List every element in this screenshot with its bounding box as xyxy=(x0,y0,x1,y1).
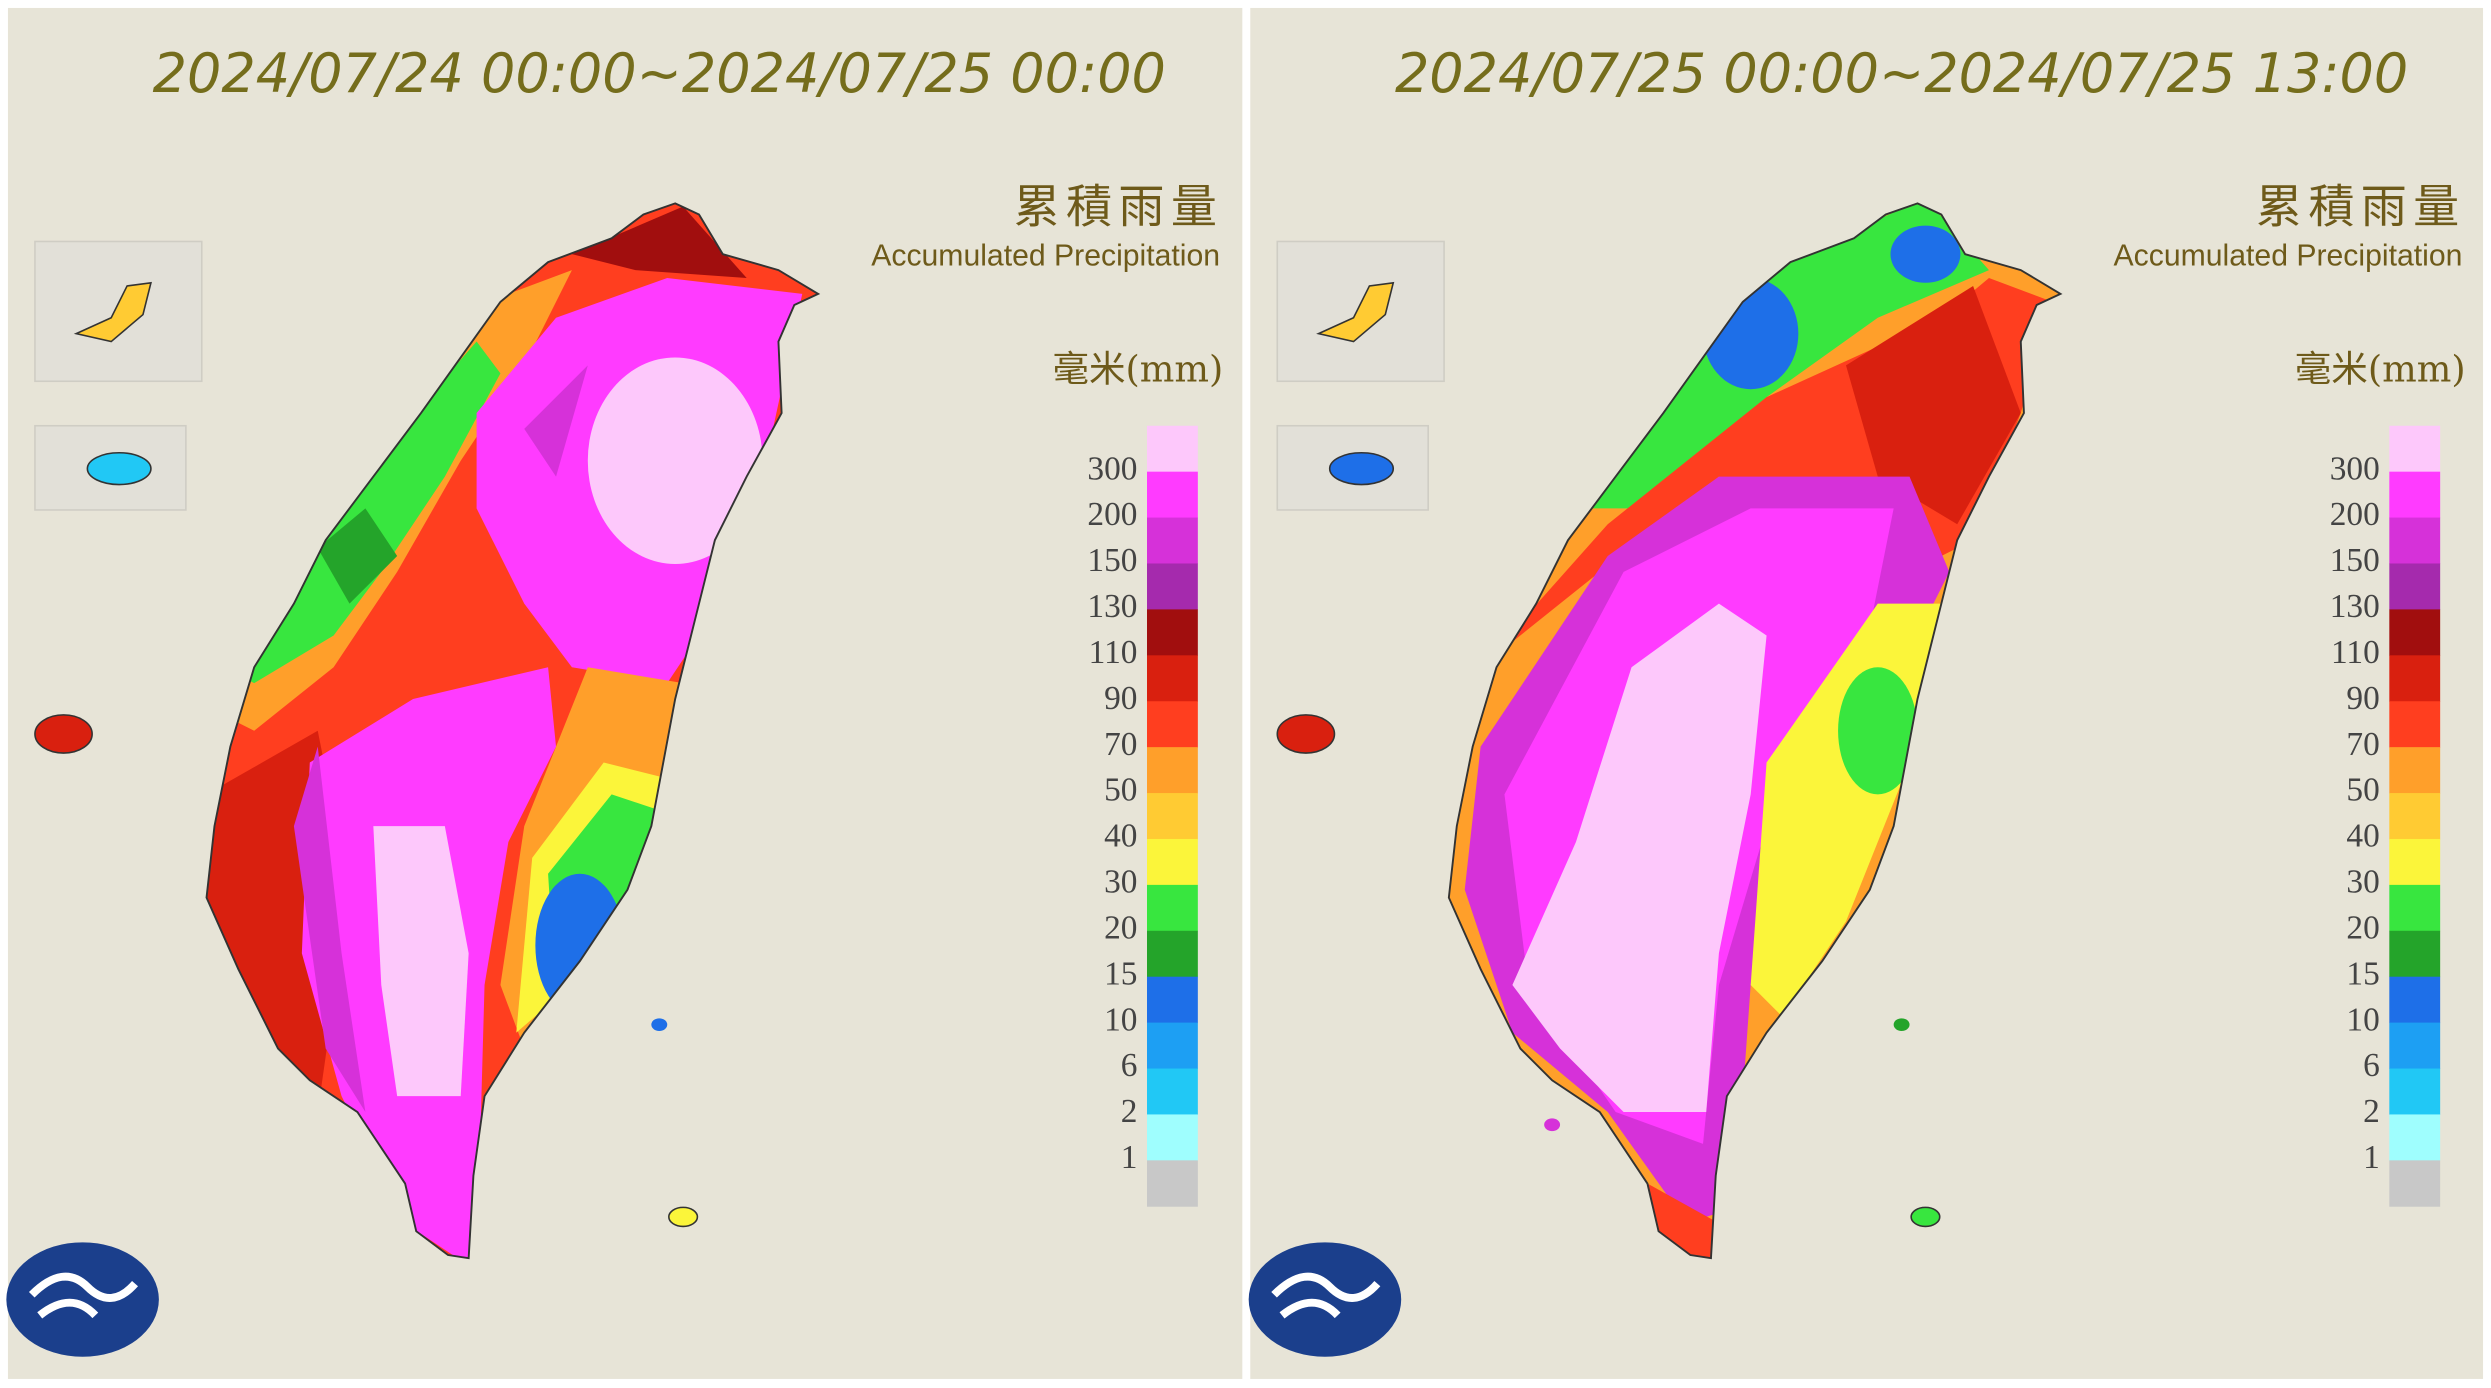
legend-swatch xyxy=(2389,884,2441,932)
legend-label: 300 xyxy=(1087,450,1137,487)
map-panel: 2024/07/24 00:00~2024/07/25 00:00 xyxy=(6,7,1243,1379)
legend-swatch xyxy=(2389,1022,2441,1069)
legend-label: 150 xyxy=(2330,542,2380,579)
legend-swatch xyxy=(1147,976,1198,1024)
legend-label: 2 xyxy=(1121,1093,1138,1130)
legend-swatch xyxy=(2389,471,2441,519)
legend-label: 200 xyxy=(2330,496,2380,533)
legend-swatch xyxy=(1147,655,1198,702)
legend-swatch xyxy=(1147,563,1198,610)
legend-swatch xyxy=(1147,1022,1198,1069)
legend-title-zh: 累積雨量 xyxy=(1014,179,1224,233)
legend-label: 110 xyxy=(1089,634,1138,671)
legend-label: 6 xyxy=(2363,1047,2380,1084)
legend-label: 15 xyxy=(1104,955,1137,992)
legend-swatch xyxy=(1147,884,1198,932)
legend-label: 2 xyxy=(2363,1093,2380,1130)
legend-label: 200 xyxy=(1087,496,1137,533)
legend-label: 10 xyxy=(1104,1001,1137,1038)
legend-label: 40 xyxy=(1104,818,1137,855)
legend-label: 130 xyxy=(1087,588,1137,625)
legend-swatch xyxy=(1147,793,1198,840)
legend-swatch xyxy=(2389,609,2441,656)
legend-label: 70 xyxy=(1104,726,1137,763)
legend-label: 20 xyxy=(2346,909,2379,946)
legend-unit: 毫米(mm) xyxy=(2295,347,2466,390)
legend-title-en: Accumulated Precipitation xyxy=(2114,239,2463,272)
legend-label: 110 xyxy=(2331,634,2380,671)
legend-swatch xyxy=(2389,747,2441,794)
legend-title-en: Accumulated Precipitation xyxy=(871,239,1220,272)
legend-label: 1 xyxy=(1121,1139,1138,1176)
legend-label: 30 xyxy=(2346,864,2379,901)
legend-label: 90 xyxy=(2346,680,2379,717)
legend-swatch xyxy=(2389,1068,2441,1115)
legend-swatch xyxy=(1147,517,1198,564)
legend-label: 1 xyxy=(2363,1139,2380,1176)
legend-swatch xyxy=(2389,563,2441,610)
legend-swatch xyxy=(1147,930,1198,978)
legend-unit: 毫米(mm) xyxy=(1052,347,1223,390)
legend-label: 70 xyxy=(2346,726,2379,763)
logo xyxy=(6,1242,159,1357)
legend-swatch xyxy=(1147,747,1198,794)
legend: 300 200 150 130 110 90 70 50 40 30 20 15 10 6 2 1 xyxy=(1087,425,1198,1207)
panel-title: 2024/07/24 00:00~2024/07/25 00:00 xyxy=(153,42,1166,105)
map-panel: 2024/07/25 00:00~2024/07/25 13:00 xyxy=(1248,7,2484,1379)
legend-swatch xyxy=(1147,1114,1198,1161)
legend-swatch xyxy=(1147,471,1198,519)
legend-swatch xyxy=(1147,1068,1198,1115)
legend-swatch xyxy=(2389,425,2441,473)
legend-title-zh: 累積雨量 xyxy=(2256,179,2466,233)
legend-swatch xyxy=(2389,1160,2441,1207)
legend-label: 50 xyxy=(1104,772,1137,809)
legend-label: 40 xyxy=(2346,818,2379,855)
legend-label: 50 xyxy=(2346,772,2379,809)
legend-swatch xyxy=(2389,793,2441,840)
legend-swatch xyxy=(1147,701,1198,748)
legend-label: 150 xyxy=(1087,542,1137,579)
panel-title: 2024/07/25 00:00~2024/07/25 13:00 xyxy=(1395,42,2408,105)
legend-swatch xyxy=(2389,655,2441,702)
legend-swatch xyxy=(1147,609,1198,656)
legend-label: 130 xyxy=(2330,588,2380,625)
legend-swatch xyxy=(2389,517,2441,564)
legend-swatch xyxy=(1147,1160,1198,1207)
legend-swatch xyxy=(2389,838,2441,886)
legend-label: 90 xyxy=(1104,680,1137,717)
legend-label: 20 xyxy=(1104,909,1137,946)
legend-swatch xyxy=(1147,425,1198,473)
legend-label: 300 xyxy=(2330,450,2380,487)
legend-label: 30 xyxy=(1104,864,1137,901)
legend-swatch xyxy=(2389,976,2441,1024)
legend-swatch xyxy=(2389,1114,2441,1161)
legend-swatch xyxy=(2389,930,2441,978)
logo xyxy=(1248,1242,1402,1357)
legend-swatch xyxy=(2389,701,2441,748)
rain-field xyxy=(1448,203,2061,1259)
legend-label: 6 xyxy=(1121,1047,1138,1084)
legend-label: 10 xyxy=(2346,1001,2379,1038)
legend-label: 15 xyxy=(2346,955,2379,992)
legend-swatch xyxy=(1147,838,1198,886)
legend: 300 200 150 130 110 90 70 50 40 30 20 15 10 6 2 1 xyxy=(2330,425,2441,1207)
